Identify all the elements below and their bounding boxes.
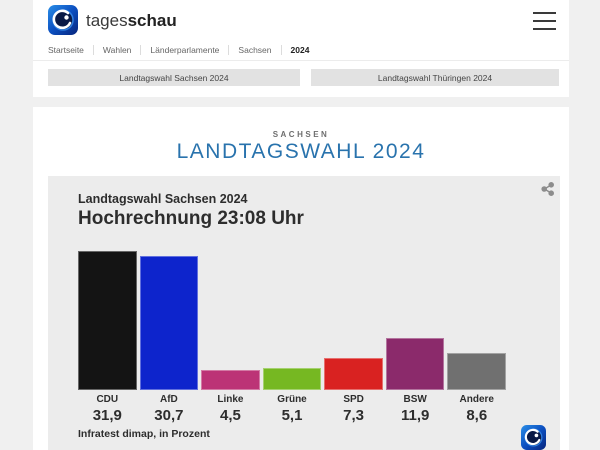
hamburger-menu-icon[interactable] <box>533 12 557 30</box>
bar-group-grüne: Grüne 5,1 <box>262 251 322 424</box>
header: tagesschau Startseite Wahlen Länderparla… <box>33 0 569 97</box>
brand-bold: schau <box>127 11 177 30</box>
breadcrumb-laenderparlamente[interactable]: Länderparlamente <box>141 44 230 55</box>
bar-value-andere: 8,6 <box>466 407 488 424</box>
bar-value-grüne: 5,1 <box>281 407 303 424</box>
bar-value-afd: 30,7 <box>154 407 184 424</box>
bar-group-spd: SPD 7,3 <box>324 251 383 424</box>
tab-landtagswahl-thueringen[interactable]: Landtagswahl Thüringen 2024 <box>311 69 559 86</box>
bar-group-cdu: CDU 31,9 <box>78 251 137 424</box>
bar-grüne <box>262 367 322 390</box>
bar-group-afd: AfD 30,7 <box>139 251 199 424</box>
breadcrumb-sachsen[interactable]: Sachsen <box>229 44 282 55</box>
bar-value-spd: 7,3 <box>343 407 365 424</box>
bar-label-spd: SPD <box>343 394 364 405</box>
chart-source: Infratest dimap, in Prozent <box>78 428 210 440</box>
tab-landtagswahl-sachsen[interactable]: Landtagswahl Sachsen 2024 <box>48 69 300 86</box>
share-icon[interactable] <box>540 181 556 197</box>
page-title: LANDTAGSWAHL 2024 <box>176 140 426 163</box>
bar-label-cdu: CDU <box>96 394 119 405</box>
brand-regular: tages <box>86 11 128 30</box>
election-tab-row: Landtagswahl Sachsen 2024 Landtagswahl T… <box>48 69 559 86</box>
chart-title: Landtagswahl Sachsen 2024 <box>78 192 248 206</box>
bar-label-grüne: Grüne <box>277 394 307 405</box>
bar-value-cdu: 31,9 <box>92 407 122 424</box>
bar-label-afd: AfD <box>159 394 178 405</box>
breadcrumb-startseite[interactable]: Startseite <box>48 44 94 55</box>
bar-bsw <box>385 338 445 390</box>
bar-spd <box>324 358 383 390</box>
breadcrumb: Startseite Wahlen Länderparlamente Sachs… <box>48 41 318 58</box>
brand-row: tagesschau <box>33 0 569 40</box>
bar-afd <box>139 256 199 390</box>
election-chart-card: Landtagswahl Sachsen 2024 Hochrechnung 2… <box>48 176 560 450</box>
bar-linke <box>201 370 260 390</box>
breadcrumb-2024[interactable]: 2024 <box>290 44 310 55</box>
header-divider <box>33 60 569 61</box>
tagesschau-logo-icon[interactable] <box>48 5 78 35</box>
bar-group-andere: Andere 8,6 <box>447 251 507 424</box>
section-kicker: SACHSEN <box>272 130 330 139</box>
chart-subtitle: Hochrechnung 23:08 Uhr <box>78 208 304 229</box>
bar-group-bsw: BSW 11,9 <box>385 251 445 424</box>
bar-value-linke: 4,5 <box>220 407 241 424</box>
bar-label-linke: Linke <box>217 394 244 405</box>
brand-wordmark[interactable]: tagesschau <box>86 11 177 31</box>
breadcrumb-wahlen[interactable]: Wahlen <box>94 44 142 55</box>
main-content: SACHSEN LANDTAGSWAHL 2024 Landtagswahl S… <box>33 107 569 450</box>
bar-label-bsw: BSW <box>403 394 427 405</box>
bar-andere <box>447 352 507 390</box>
bar-value-bsw: 11,9 <box>400 407 430 424</box>
bar-cdu <box>78 251 137 390</box>
bar-label-andere: Andere <box>459 394 494 405</box>
bar-chart-plot: CDU 31,9 AfD 30,7 Linke 4,5 Grüne 5,1 SPD 7,3 BSW 1… <box>78 251 507 424</box>
tagesschau-watermark-icon <box>521 425 546 450</box>
bar-group-linke: Linke 4,5 <box>201 251 260 424</box>
